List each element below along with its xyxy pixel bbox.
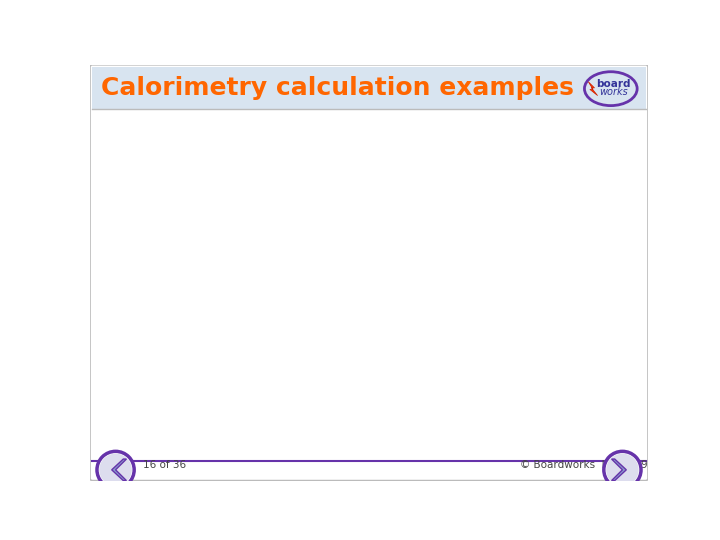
Text: © Boardworks  Ltd 2009: © Boardworks Ltd 2009 [520,460,648,470]
Polygon shape [611,459,626,481]
Text: works: works [599,87,628,97]
Circle shape [606,454,639,486]
FancyBboxPatch shape [90,65,648,481]
Circle shape [604,451,641,488]
Text: Calorimetry calculation examples: Calorimetry calculation examples [101,76,574,100]
Polygon shape [588,82,598,96]
Circle shape [99,454,132,486]
Circle shape [97,451,134,488]
Bar [92,67,646,110]
Text: board: board [596,79,631,89]
Polygon shape [112,459,127,481]
Text: 16 of 36: 16 of 36 [143,460,186,470]
